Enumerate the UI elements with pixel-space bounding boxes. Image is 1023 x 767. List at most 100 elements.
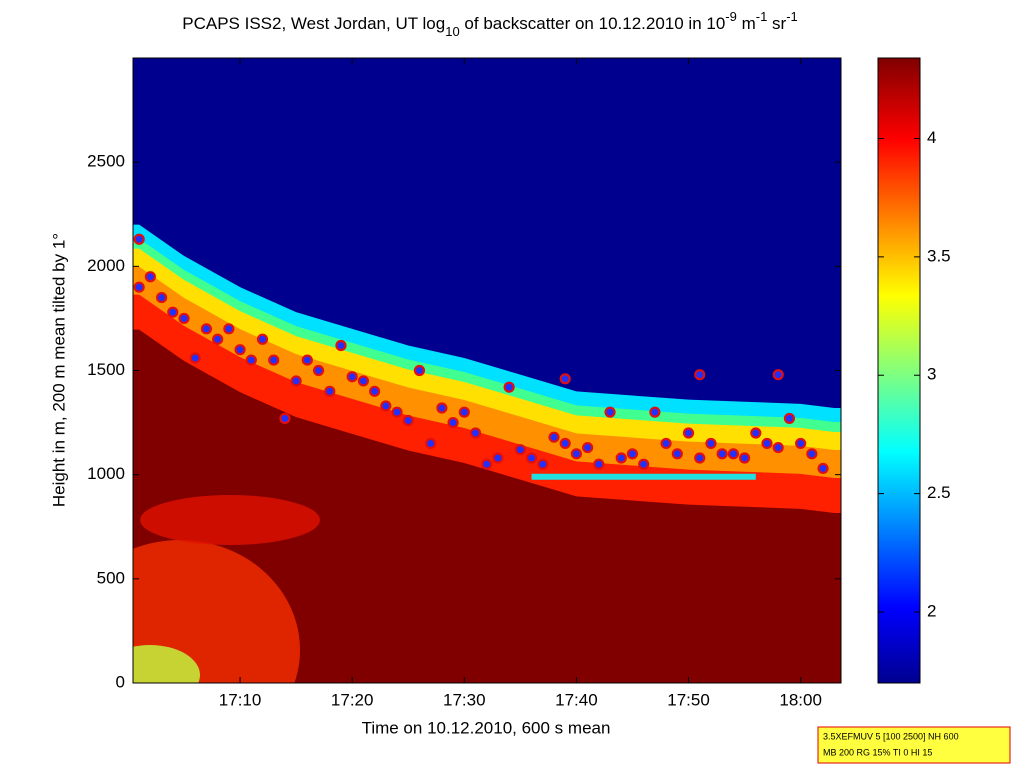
point bbox=[649, 406, 661, 418]
overlay bbox=[133, 233, 829, 480]
colorbar bbox=[877, 57, 921, 684]
point bbox=[133, 281, 145, 293]
point bbox=[795, 437, 807, 450]
point bbox=[604, 406, 616, 418]
colorbar-tick-label: 3.5 bbox=[927, 246, 951, 265]
point bbox=[200, 323, 213, 335]
point bbox=[256, 333, 269, 345]
point bbox=[312, 364, 325, 377]
point bbox=[559, 373, 571, 385]
point bbox=[425, 437, 437, 450]
point bbox=[413, 364, 426, 377]
point bbox=[738, 452, 751, 464]
point bbox=[660, 437, 672, 450]
x-tick-label: 17:30 bbox=[443, 690, 486, 709]
title-part: -9 bbox=[725, 9, 737, 24]
point bbox=[671, 448, 683, 460]
point bbox=[436, 402, 448, 414]
y-tick-label: 2500 bbox=[87, 152, 125, 171]
point bbox=[593, 458, 605, 470]
point bbox=[189, 352, 201, 364]
point bbox=[817, 462, 829, 475]
point bbox=[694, 452, 706, 464]
point bbox=[369, 385, 381, 397]
point bbox=[806, 448, 818, 460]
title-part: -1 bbox=[756, 9, 768, 24]
point bbox=[178, 312, 190, 325]
point bbox=[750, 427, 762, 439]
point bbox=[727, 448, 739, 460]
point bbox=[716, 448, 728, 460]
point bbox=[761, 437, 773, 450]
point bbox=[537, 458, 549, 470]
x-axis-label: Time on 10.12.2010, 600 s mean bbox=[362, 718, 611, 737]
y-tick-label: 500 bbox=[97, 568, 125, 587]
title-part: of backscatter on 10.12.2010 in 10 bbox=[460, 14, 726, 33]
point bbox=[290, 375, 302, 387]
point bbox=[694, 369, 706, 381]
haze bbox=[133, 540, 300, 683]
title-part: -1 bbox=[786, 9, 798, 24]
point bbox=[245, 354, 257, 366]
title-part: sr bbox=[767, 14, 786, 33]
y-tick-label: 1500 bbox=[87, 360, 125, 379]
point bbox=[335, 339, 347, 352]
point bbox=[223, 323, 235, 335]
info-box bbox=[817, 726, 1011, 764]
point bbox=[346, 371, 358, 383]
point bbox=[380, 400, 392, 412]
point bbox=[705, 437, 717, 450]
point bbox=[514, 444, 526, 456]
haze bbox=[133, 645, 200, 683]
point bbox=[155, 291, 168, 304]
point bbox=[234, 344, 246, 356]
point bbox=[268, 354, 280, 366]
x-tick-label: 17:50 bbox=[667, 690, 710, 709]
point bbox=[469, 427, 482, 439]
point bbox=[626, 448, 639, 460]
y-tick-label: 1000 bbox=[87, 464, 125, 483]
point bbox=[615, 452, 627, 464]
colorbar-tick-label: 2 bbox=[927, 601, 936, 620]
point bbox=[492, 452, 504, 464]
point bbox=[144, 271, 156, 283]
y-tick-label: 2000 bbox=[87, 256, 125, 275]
point bbox=[638, 458, 650, 470]
point bbox=[391, 406, 403, 418]
point bbox=[458, 406, 470, 418]
point bbox=[279, 412, 291, 425]
haze bbox=[140, 495, 320, 545]
x-tick-label: 17:20 bbox=[331, 690, 374, 709]
point bbox=[481, 458, 493, 470]
point bbox=[682, 427, 695, 439]
info-line: 3.5XEFMUV 5 [100 2500] NH 600 bbox=[823, 731, 959, 741]
point bbox=[582, 441, 594, 454]
title-part: m bbox=[737, 14, 756, 33]
point bbox=[783, 412, 796, 425]
signal-band bbox=[133, 329, 841, 683]
point bbox=[212, 333, 224, 345]
point bbox=[301, 354, 313, 366]
colorbar-tick-label: 3 bbox=[927, 365, 936, 384]
point bbox=[447, 416, 459, 429]
point bbox=[167, 306, 179, 318]
y-tick-label: 0 bbox=[116, 672, 125, 691]
point bbox=[324, 385, 336, 397]
point bbox=[525, 452, 538, 464]
x-tick-label: 17:10 bbox=[219, 690, 262, 709]
title-part: 10 bbox=[445, 24, 459, 39]
x-tick-label: 18:00 bbox=[779, 690, 822, 709]
colorbar-tick-label: 4 bbox=[927, 128, 936, 147]
x-tick-label: 17:40 bbox=[555, 690, 598, 709]
point bbox=[559, 437, 571, 450]
info-line: MB 200 RG 15% TI 0 HI 15 bbox=[823, 747, 932, 757]
point bbox=[548, 431, 560, 443]
point bbox=[133, 233, 145, 245]
y-axis-label: Height in m, 200 m mean tilted by 1° bbox=[49, 233, 68, 507]
title-part: PCAPS ISS2, West Jordan, UT log bbox=[182, 14, 445, 33]
point bbox=[402, 414, 414, 427]
point bbox=[772, 369, 784, 381]
colorbar-tick-label: 2.5 bbox=[927, 483, 951, 502]
chart-title: PCAPS ISS2, West Jordan, UT log10 of bac… bbox=[182, 9, 798, 39]
